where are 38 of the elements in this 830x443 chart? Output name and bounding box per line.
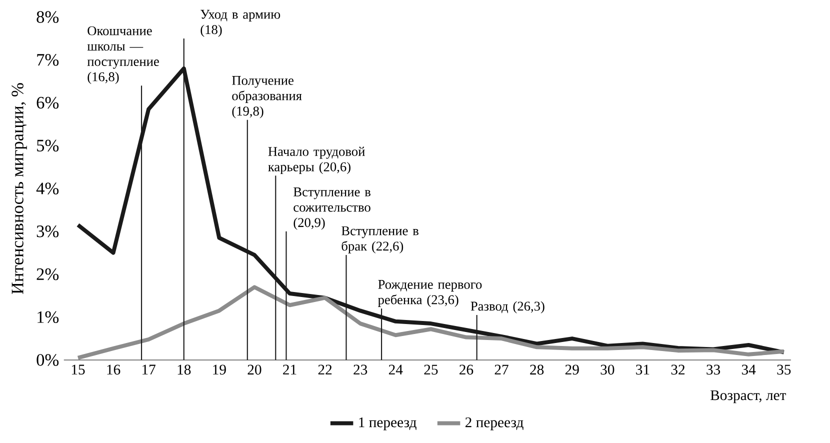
y-tick-label: 1% <box>38 311 59 324</box>
x-tick-label: 25 <box>424 364 438 375</box>
y-tick-label: 2% <box>36 268 59 280</box>
legend-label: 1 переезд <box>359 417 416 430</box>
x-tick-label: 27 <box>494 364 508 374</box>
y-tick-label: 4% <box>36 182 59 194</box>
ref-line-label: Уход в армию (18) <box>200 10 280 37</box>
y-tick-label: 5% <box>37 140 59 152</box>
x-tick-label: 29 <box>565 364 579 375</box>
x-tick-label: 34 <box>742 364 756 375</box>
y-tick-label: 0% <box>36 354 59 366</box>
x-tick-label: 17 <box>142 364 156 374</box>
ref-line-label: Начало трудовой карьеры (20,6) <box>268 146 365 174</box>
y-axis-title: Интенсивность миграции, % <box>12 83 27 294</box>
x-tick-label: 28 <box>530 364 544 375</box>
ref-line-label: Окошчание школы — поступление (16,8) <box>87 26 159 84</box>
x-tick-label: 26 <box>460 364 474 375</box>
x-tick-label: 18 <box>178 364 191 375</box>
x-tick-label: 31 <box>636 364 650 375</box>
x-tick-label: 32 <box>671 364 685 375</box>
x-tick-label: 15 <box>72 364 85 375</box>
x-tick-label: 21 <box>283 364 296 374</box>
y-tick-label: 8% <box>36 11 59 23</box>
x-tick-label: 23 <box>354 364 368 375</box>
x-tick-label: 22 <box>318 364 332 374</box>
x-tick-label: 30 <box>600 364 614 375</box>
y-tick-label: 6% <box>36 96 59 109</box>
x-tick-label: 33 <box>706 364 720 375</box>
x-tick-label: 16 <box>107 364 120 375</box>
x-tick-label: 19 <box>213 364 226 375</box>
y-tick-label: 3% <box>36 226 59 238</box>
legend-label: 2 переезд <box>465 417 524 430</box>
x-tick-label: 20 <box>248 364 262 375</box>
x-tick-label: 24 <box>388 364 403 374</box>
ref-line-label: Получение образования (19,8) <box>232 76 302 118</box>
y-tick-label: 7% <box>37 54 59 66</box>
x-tick-label: 35 <box>777 364 791 375</box>
x-axis-title: Возраст, лет <box>710 390 786 404</box>
